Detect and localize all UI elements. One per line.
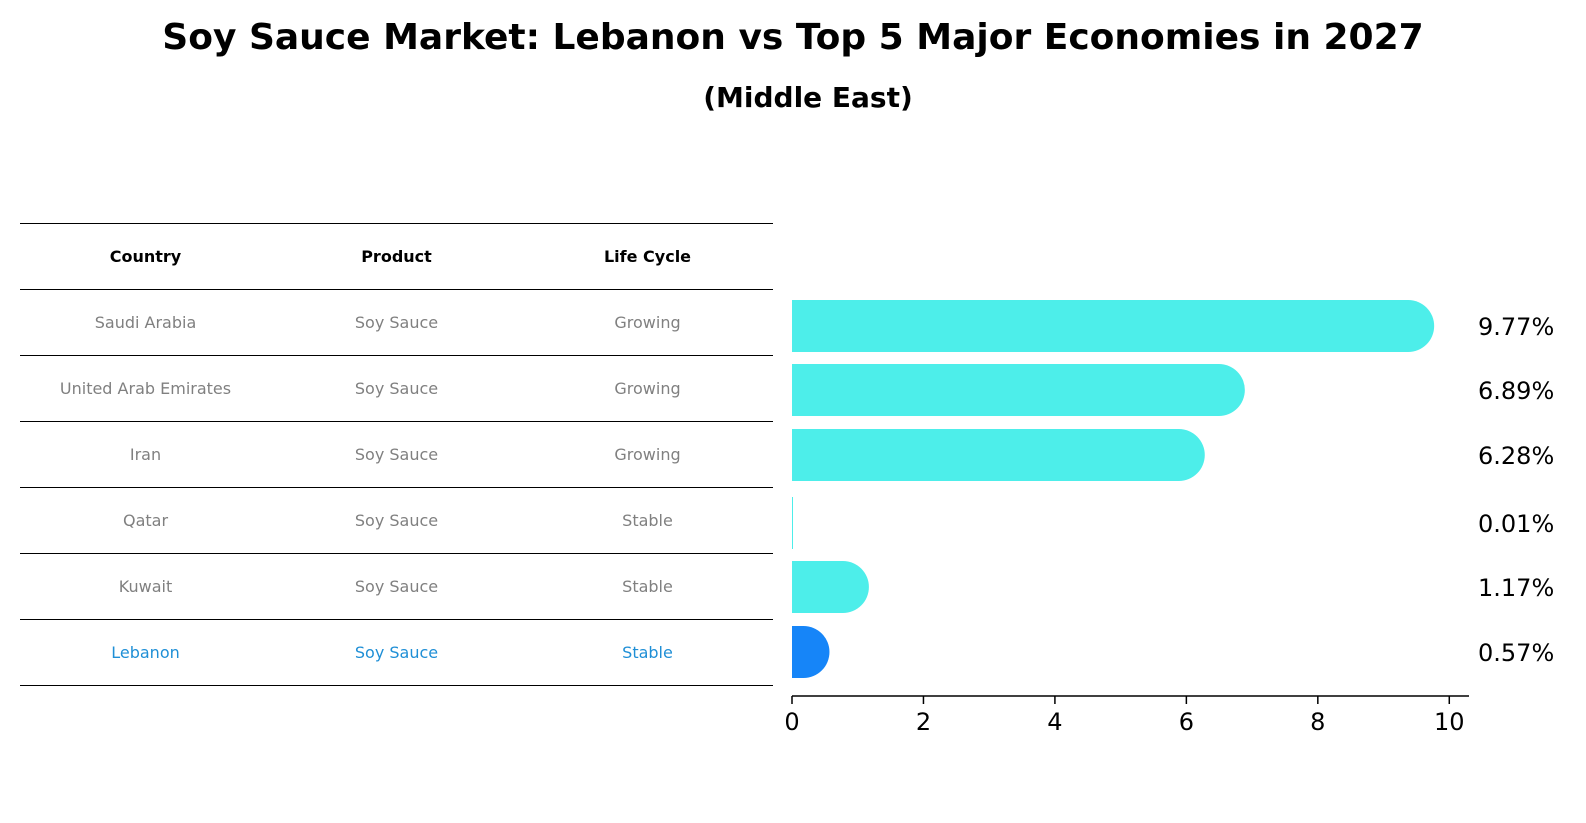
table-row-highlighted: Lebanon Soy Sauce Stable	[20, 619, 773, 686]
cell-country: Iran	[129, 445, 162, 464]
value-label: 9.77%	[1478, 313, 1554, 341]
cell-product: Soy Sauce	[354, 511, 439, 530]
bar	[792, 429, 1205, 481]
value-label: 1.17%	[1478, 574, 1554, 602]
x-tick-label: 6	[1179, 708, 1194, 736]
cell-product: Soy Sauce	[354, 379, 439, 398]
table-row: Iran Soy Sauce Growing	[20, 421, 773, 487]
table-header-row: Country Product Life Cycle	[20, 223, 773, 289]
table-row: Kuwait Soy Sauce Stable	[20, 553, 773, 619]
table-row: Saudi Arabia Soy Sauce Growing	[20, 289, 773, 355]
cell-life-cycle: Stable	[622, 511, 673, 530]
x-tick-label: 8	[1310, 708, 1325, 736]
cell-country: Kuwait	[118, 577, 173, 596]
table-row: United Arab Emirates Soy Sauce Growing	[20, 355, 773, 421]
x-tick-label: 0	[784, 708, 799, 736]
bar	[792, 497, 793, 549]
chart-title: Soy Sauce Market: Lebanon vs Top 5 Major…	[162, 17, 1424, 58]
chart-subtitle: (Middle East)	[703, 81, 913, 114]
bar	[792, 300, 1435, 352]
header-life-cycle: Life Cycle	[603, 247, 692, 266]
bar-highlighted	[792, 626, 830, 678]
x-tick-label: 4	[1047, 708, 1062, 736]
value-label: 6.28%	[1478, 442, 1554, 470]
cell-country: Qatar	[122, 511, 169, 530]
cell-life-cycle: Stable	[622, 577, 673, 596]
value-label: 0.57%	[1478, 639, 1554, 667]
bar	[792, 364, 1245, 416]
cell-life-cycle: Growing	[614, 379, 681, 398]
value-label: 0.01%	[1478, 510, 1554, 538]
header-product: Product	[361, 247, 432, 266]
bar	[792, 561, 869, 613]
cell-country: United Arab Emirates	[59, 379, 232, 398]
table-row: Qatar Soy Sauce Stable	[20, 487, 773, 553]
cell-country: Saudi Arabia	[94, 313, 197, 332]
value-label: 6.89%	[1478, 377, 1554, 405]
cell-life-cycle: Growing	[614, 445, 681, 464]
country-table: Country Product Life Cycle Saudi Arabia …	[20, 223, 773, 686]
cell-product: Soy Sauce	[354, 643, 439, 662]
cell-product: Soy Sauce	[354, 313, 439, 332]
cell-country: Lebanon	[111, 643, 180, 662]
header-country: Country	[109, 247, 182, 266]
cell-life-cycle: Stable	[622, 643, 673, 662]
cell-product: Soy Sauce	[354, 577, 439, 596]
cell-product: Soy Sauce	[354, 445, 439, 464]
x-tick-label: 2	[916, 708, 931, 736]
x-tick-label: 10	[1434, 708, 1465, 736]
cell-life-cycle: Growing	[614, 313, 681, 332]
